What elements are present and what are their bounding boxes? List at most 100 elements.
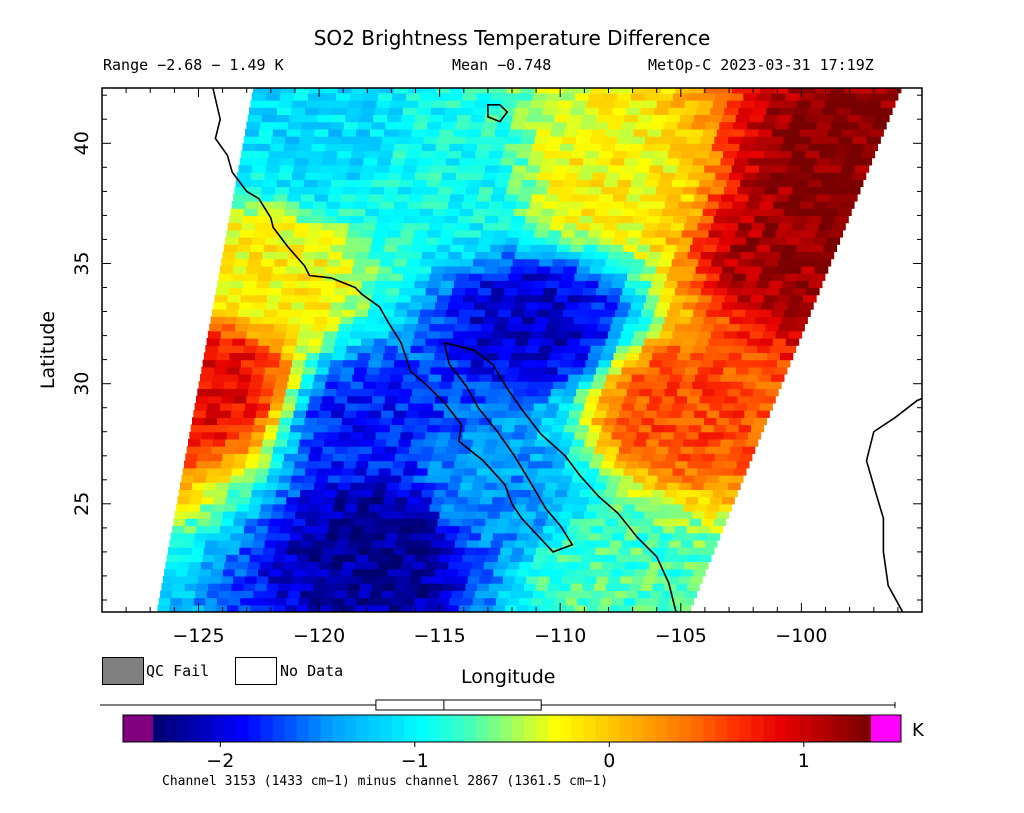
heatmap-cell bbox=[282, 280, 297, 289]
heatmap-cell bbox=[844, 121, 859, 130]
heatmap-cell bbox=[854, 164, 870, 173]
heatmap-cell bbox=[535, 583, 548, 591]
heatmap-cell bbox=[284, 395, 298, 404]
heatmap-cell bbox=[350, 92, 365, 101]
heatmap-cell bbox=[277, 107, 292, 115]
heatmap-cell bbox=[446, 208, 461, 216]
heatmap-cell bbox=[469, 532, 482, 541]
heatmap-cell bbox=[299, 136, 314, 144]
heatmap-cell bbox=[274, 121, 289, 130]
colorbar-unit: K bbox=[912, 720, 924, 741]
heatmap-cell bbox=[678, 201, 693, 209]
heatmap-cell bbox=[288, 539, 301, 548]
heatmap-cell bbox=[219, 467, 233, 476]
heatmap-cell bbox=[458, 446, 472, 454]
heatmap-cell bbox=[361, 280, 376, 289]
heatmap-cell bbox=[218, 590, 231, 599]
heatmap-cell bbox=[379, 366, 393, 375]
heatmap-cell bbox=[223, 446, 237, 454]
heatmap-cell bbox=[588, 186, 603, 195]
heatmap-cell bbox=[598, 107, 614, 115]
heatmap-cell bbox=[718, 201, 733, 209]
heatmap-cell bbox=[281, 568, 295, 577]
heatmap-cell bbox=[282, 460, 296, 469]
heatmap-cell bbox=[740, 179, 755, 188]
heatmap-cell bbox=[366, 316, 380, 325]
heatmap-cell bbox=[383, 583, 396, 591]
heatmap-cell bbox=[810, 100, 826, 108]
heatmap-cell bbox=[619, 294, 634, 303]
heatmap-cell bbox=[648, 208, 663, 216]
heatmap-cell bbox=[611, 431, 625, 440]
heatmap-cell bbox=[603, 489, 617, 498]
heatmap-cell bbox=[211, 446, 225, 454]
heatmap-cell bbox=[329, 186, 344, 195]
heatmap-cell bbox=[305, 237, 320, 245]
heatmap-cell bbox=[816, 88, 831, 94]
heatmap-cell bbox=[433, 532, 446, 541]
heatmap-cell bbox=[507, 525, 520, 534]
heatmap-cell bbox=[438, 554, 452, 563]
heatmap-cell bbox=[246, 395, 260, 404]
heatmap-cell bbox=[491, 460, 504, 469]
heatmap-cell bbox=[387, 172, 402, 180]
heatmap-cell bbox=[303, 475, 317, 483]
heatmap-cell bbox=[559, 438, 573, 447]
heatmap-cell bbox=[350, 575, 363, 584]
heatmap-cell bbox=[694, 193, 709, 202]
heatmap-cell bbox=[675, 583, 689, 591]
heatmap-cell bbox=[335, 338, 349, 346]
heatmap-cell bbox=[651, 388, 665, 397]
heatmap-cell bbox=[426, 179, 441, 188]
heatmap-cell bbox=[476, 338, 491, 346]
heatmap-cell bbox=[443, 410, 457, 418]
heatmap-cell bbox=[469, 273, 483, 281]
heatmap-cell bbox=[288, 316, 302, 325]
heatmap-cell bbox=[689, 88, 705, 94]
heatmap-cell bbox=[446, 568, 459, 577]
heatmap-cell bbox=[705, 201, 720, 209]
heatmap-cell bbox=[683, 532, 697, 541]
heatmap-cell bbox=[603, 136, 618, 144]
heatmap-cell bbox=[446, 100, 462, 108]
heatmap-cell bbox=[260, 258, 275, 267]
heatmap-cell bbox=[545, 323, 560, 332]
heatmap-cell bbox=[528, 294, 543, 303]
heatmap-cell bbox=[293, 229, 308, 238]
heatmap-cell bbox=[368, 460, 382, 469]
heatmap-cell bbox=[313, 583, 326, 591]
heatmap-cell bbox=[807, 251, 821, 260]
heatmap-cell bbox=[504, 143, 520, 152]
heatmap-cell bbox=[592, 554, 605, 563]
heatmap-cell bbox=[745, 201, 760, 209]
heatmap-cell bbox=[538, 575, 551, 584]
heatmap-cell bbox=[287, 258, 302, 267]
heatmap-cell bbox=[764, 359, 778, 368]
heatmap-cell bbox=[761, 301, 775, 310]
heatmap-cell bbox=[260, 503, 274, 512]
heatmap-cell bbox=[441, 374, 455, 382]
heatmap-cell bbox=[249, 316, 264, 325]
colorbar-segment bbox=[655, 715, 669, 742]
heatmap-cell bbox=[450, 475, 463, 483]
heatmap-cell bbox=[817, 258, 832, 267]
heatmap-cell bbox=[269, 280, 284, 289]
heatmap-cell bbox=[360, 287, 374, 296]
heatmap-cell bbox=[246, 121, 261, 130]
heatmap-cell bbox=[671, 438, 684, 447]
colorbar-segment bbox=[464, 715, 477, 742]
heatmap-cell bbox=[450, 431, 464, 440]
heatmap-cell bbox=[376, 475, 390, 483]
heatmap-cell bbox=[309, 88, 325, 94]
heatmap-cell bbox=[702, 128, 718, 137]
heatmap-cell bbox=[200, 561, 214, 570]
heatmap-cell bbox=[196, 460, 210, 469]
heatmap-cell bbox=[732, 237, 747, 245]
heatmap-cell bbox=[683, 503, 696, 512]
heatmap-cell bbox=[526, 503, 539, 512]
heatmap-cell bbox=[409, 446, 422, 454]
heatmap-cell bbox=[578, 381, 592, 389]
heatmap-cell bbox=[372, 179, 387, 188]
heatmap-cell bbox=[606, 410, 620, 418]
heatmap-cell bbox=[467, 179, 482, 188]
